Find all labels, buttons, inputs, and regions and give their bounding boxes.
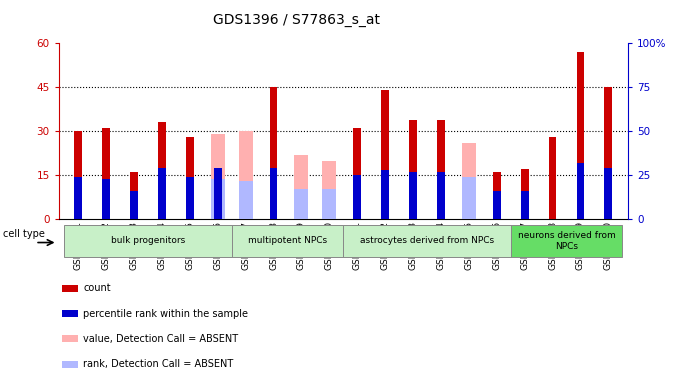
Bar [214, 168, 221, 219]
Bar [186, 177, 194, 219]
Bar [158, 168, 166, 219]
Bar [322, 189, 336, 219]
Bar [239, 131, 253, 219]
Bar [210, 134, 225, 219]
Bar [577, 163, 584, 219]
Bar [462, 143, 476, 219]
Bar [102, 128, 110, 219]
Bar [295, 155, 308, 219]
Text: neurons derived from
NPCs: neurons derived from NPCs [518, 231, 615, 251]
Text: percentile rank within the sample: percentile rank within the sample [83, 309, 248, 318]
Bar [344, 225, 511, 257]
Bar [158, 122, 166, 219]
Text: rank, Detection Call = ABSENT: rank, Detection Call = ABSENT [83, 359, 234, 369]
Bar [270, 87, 277, 219]
Bar [63, 310, 79, 317]
Text: GDS1396 / S77863_s_at: GDS1396 / S77863_s_at [213, 13, 380, 27]
Bar [409, 120, 417, 219]
Text: count: count [83, 283, 111, 293]
Bar [63, 335, 79, 342]
Bar [521, 191, 529, 219]
Bar [322, 160, 336, 219]
Bar [186, 137, 194, 219]
Bar [64, 225, 232, 257]
Bar [353, 128, 361, 219]
Bar [295, 189, 308, 219]
Text: cell type: cell type [3, 229, 45, 239]
Text: multipotent NPCs: multipotent NPCs [248, 237, 327, 246]
Bar [75, 177, 82, 219]
Bar [511, 225, 622, 257]
Bar [130, 191, 138, 219]
Bar [381, 90, 389, 219]
Bar [232, 225, 344, 257]
Bar [239, 181, 253, 219]
Bar [493, 172, 501, 219]
Bar [462, 177, 476, 219]
Bar [75, 131, 82, 219]
Bar [604, 168, 612, 219]
Bar [604, 87, 612, 219]
Bar [63, 361, 79, 368]
Bar [130, 172, 138, 219]
Text: value, Detection Call = ABSENT: value, Detection Call = ABSENT [83, 334, 239, 344]
Bar [437, 172, 445, 219]
Bar [63, 285, 79, 292]
Bar [381, 170, 389, 219]
Bar [353, 176, 361, 219]
Bar [437, 120, 445, 219]
Bar [102, 179, 110, 219]
Bar [270, 168, 277, 219]
Bar [493, 191, 501, 219]
Bar [409, 172, 417, 219]
Bar [549, 137, 556, 219]
Text: bulk progenitors: bulk progenitors [111, 237, 185, 246]
Bar [577, 52, 584, 219]
Text: astrocytes derived from NPCs: astrocytes derived from NPCs [360, 237, 494, 246]
Bar [210, 179, 225, 219]
Bar [521, 170, 529, 219]
